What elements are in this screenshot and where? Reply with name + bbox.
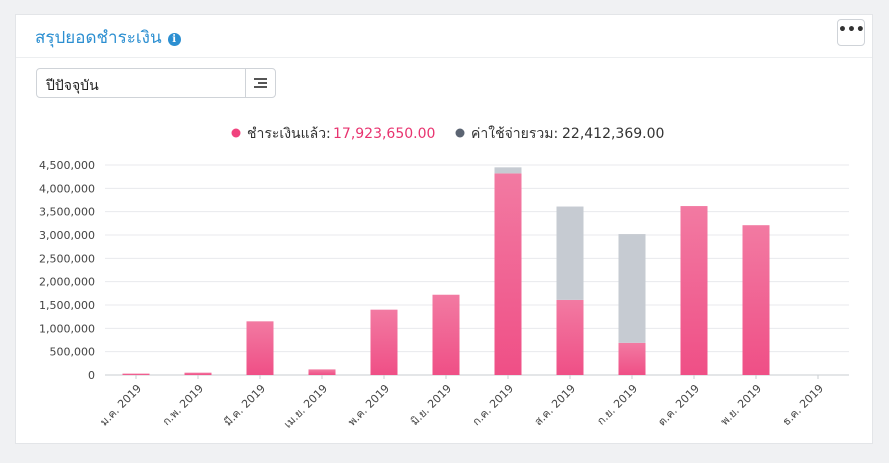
bar-paid[interactable] <box>556 299 584 375</box>
x-tick-label: มี.ค. 2019 <box>221 382 268 429</box>
legend-expense-dot <box>455 128 465 138</box>
y-tick-label: 4,000,000 <box>39 182 95 195</box>
bar-paid[interactable] <box>122 373 150 375</box>
bar-paid[interactable] <box>494 173 522 375</box>
y-tick-label: 2,500,000 <box>39 252 95 265</box>
bar-paid[interactable] <box>246 321 274 375</box>
period-select[interactable]: ปีปัจจุบัน <box>36 68 276 98</box>
y-tick-label: 3,500,000 <box>39 206 95 219</box>
legend-expense-label[interactable]: ค่าใช้จ่ายรวม: <box>471 125 558 142</box>
bar-expense[interactable] <box>618 234 646 343</box>
bar-paid[interactable] <box>308 369 336 375</box>
bar-paid[interactable] <box>370 309 398 375</box>
y-tick-label: 2,000,000 <box>39 276 95 289</box>
legend-paid-label[interactable]: ชำระเงินแล้ว: <box>247 126 331 142</box>
info-icon[interactable]: i <box>167 33 181 46</box>
x-tick-label: ก.พ. 2019 <box>160 382 206 428</box>
card-header: สรุปยอดชำระเงิน i ••• <box>16 15 872 58</box>
x-tick-label: ธ.ค. 2019 <box>780 382 826 428</box>
y-tick-label: 1,500,000 <box>39 299 95 312</box>
list-icon[interactable] <box>245 69 275 97</box>
chart-legend: ชำระเงินแล้ว: 17,923,650.00 ค่าใช้จ่ายรว… <box>231 125 664 142</box>
bar-paid[interactable] <box>432 294 460 375</box>
x-tick-label: พ.ย. 2019 <box>718 382 764 428</box>
y-tick-label: 500,000 <box>50 346 96 359</box>
x-tick-label: ก.ค. 2019 <box>470 382 516 428</box>
x-tick-label: ต.ค. 2019 <box>655 382 702 429</box>
x-tick-label: มิ.ย. 2019 <box>408 382 454 428</box>
bar-expense[interactable] <box>556 206 584 300</box>
x-tick-label: ม.ค. 2019 <box>97 382 144 429</box>
bar-paid[interactable] <box>680 206 708 375</box>
x-tick-label: ส.ค. 2019 <box>532 382 578 428</box>
x-tick-label: เม.ย. 2019 <box>281 382 330 431</box>
legend-paid-dot <box>231 128 241 138</box>
bar-expense[interactable] <box>494 167 522 174</box>
y-tick-label: 1,000,000 <box>39 322 95 335</box>
grid-lines <box>105 164 849 376</box>
legend-expense-value: 22,412,369.00 <box>562 126 664 142</box>
period-select-value: ปีปัจจุบัน <box>46 78 99 94</box>
card-title: สรุปยอดชำระเงิน i <box>35 24 181 51</box>
more-options-button[interactable]: ••• <box>837 19 865 46</box>
bar-paid[interactable] <box>618 342 646 375</box>
x-tick-label: ก.ย. 2019 <box>594 382 640 428</box>
y-tick-label: 3,000,000 <box>39 229 95 242</box>
y-tick-label: 0 <box>88 369 95 382</box>
bar-paid[interactable] <box>184 372 212 375</box>
bars <box>122 167 770 375</box>
legend-paid-value: 17,923,650.00 <box>333 126 435 142</box>
bar-paid[interactable] <box>742 225 770 375</box>
y-tick-label: 4,500,000 <box>39 159 95 172</box>
card-title-text: สรุปยอดชำระเงิน <box>35 28 162 48</box>
x-tick-label: พ.ค. 2019 <box>345 382 392 429</box>
